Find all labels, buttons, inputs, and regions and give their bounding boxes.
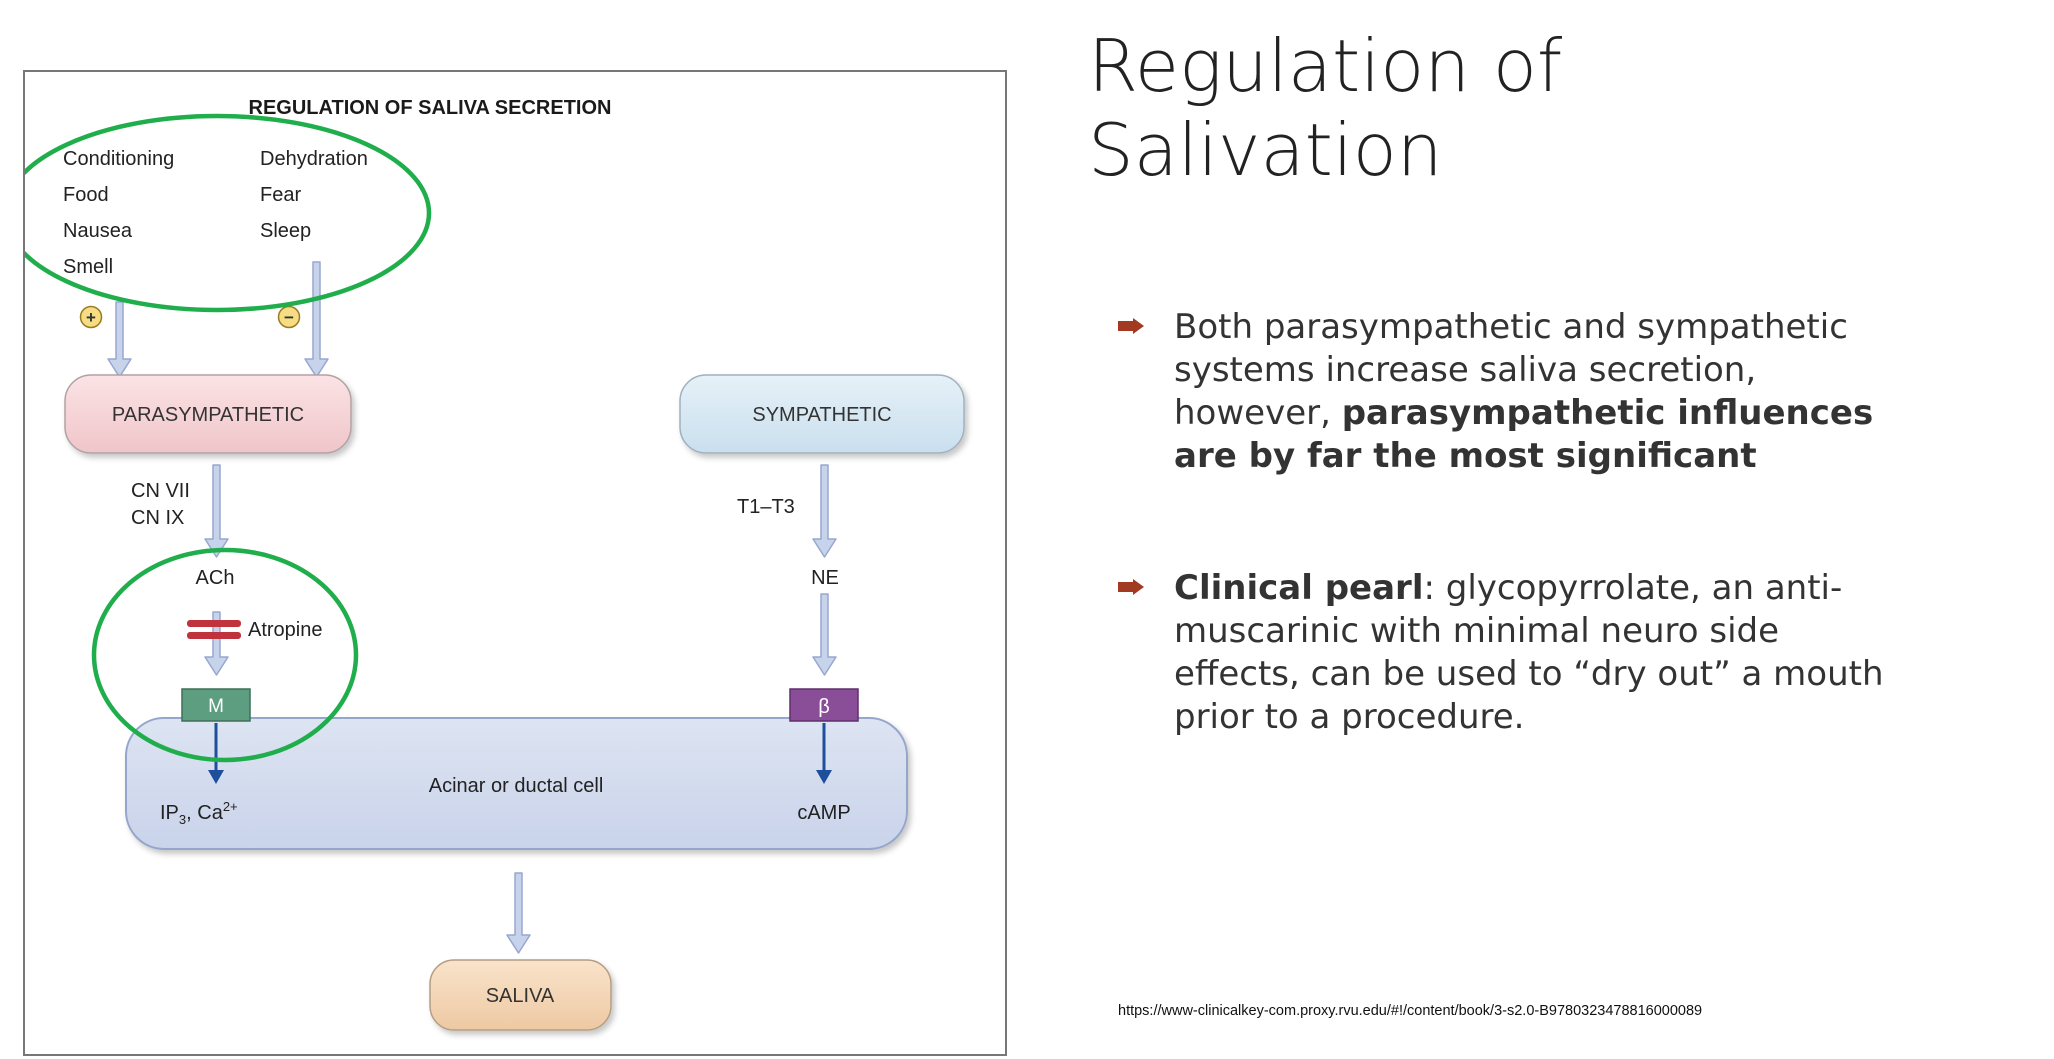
parasympathetic-box: PARASYMPATHETIC — [64, 374, 352, 454]
minus-sign-icon: − — [277, 305, 301, 329]
factor-dehydration: Dehydration — [260, 148, 368, 170]
svg-text:−: − — [284, 308, 294, 327]
cranial-nerve-arrow — [204, 464, 229, 558]
cn-vii-label: CN VII — [131, 480, 190, 502]
bullet-list: Both parasympathetic and sympathetic sys… — [1118, 306, 1908, 828]
diagram-title: REGULATION OF SALIVA SECRETION — [249, 97, 612, 119]
bullet-text: : glycopyrrolate, an anti-muscarinic wit… — [1174, 568, 1884, 737]
source-url: https://www-clinicalkey-com.proxy.rvu.ed… — [1118, 1003, 1703, 1019]
camp-label: cAMP — [797, 802, 850, 824]
ne-label: NE — [811, 567, 839, 589]
plus-sign-icon: + — [79, 305, 103, 329]
flow-arrows — [107, 261, 837, 954]
bullet-text: Both parasympathetic and sympathetic sys… — [1174, 307, 1848, 433]
parasympathetic-label: PARASYMPATHETIC — [112, 404, 304, 426]
slide-title-line-1: Regulation of — [1088, 24, 1563, 108]
factor-conditioning: Conditioning — [63, 148, 174, 170]
ne-arrow — [812, 593, 837, 676]
factor-fear: Fear — [260, 184, 301, 206]
slide-title-line-2: Salivation — [1088, 108, 1443, 192]
bullet-bold-text: Clinical pearl — [1174, 568, 1424, 608]
inhibition-arrow — [304, 261, 329, 378]
stimulus-arrow — [107, 301, 132, 378]
factor-sleep: Sleep — [260, 220, 311, 242]
stimulatory-factors: Conditioning Food Nausea Smell — [63, 148, 174, 278]
svg-text:M: M — [208, 696, 224, 717]
sympathetic-label: SYMPATHETIC — [752, 404, 891, 426]
ach-arrow — [204, 611, 229, 676]
t1-t3-label: T1–T3 — [737, 496, 795, 518]
atropine-label: Atropine — [248, 619, 323, 641]
stimuli-highlight-circle — [2, 113, 432, 313]
cn-ix-label: CN IX — [131, 507, 184, 529]
atropine-block-icon — [187, 620, 241, 639]
svg-text:+: + — [86, 308, 96, 327]
svg-text:β: β — [818, 696, 830, 718]
factor-smell: Smell — [63, 256, 113, 278]
acinar-ductal-cell: Acinar or ductal cell — [125, 717, 908, 850]
saliva-output-arrow — [506, 872, 531, 954]
bullet-arrow-icon — [1118, 318, 1146, 334]
muscarinic-highlight-circle — [91, 547, 359, 763]
beta-receptor: β — [789, 688, 859, 722]
sympathetic-box: SYMPATHETIC — [679, 374, 965, 454]
ip3-ca-label: IP3, Ca2+ — [160, 799, 238, 827]
thoracic-nerve-arrow — [812, 464, 837, 558]
inhibitory-factors: Dehydration Fear Sleep — [260, 148, 368, 242]
cell-label: Acinar or ductal cell — [429, 775, 604, 797]
bullet-arrow-icon — [1118, 579, 1146, 595]
bullet-item: Both parasympathetic and sympathetic sys… — [1118, 306, 1908, 478]
muscarinic-receptor: M — [181, 688, 251, 722]
saliva-regulation-diagram: REGULATION OF SALIVA SECRETION Condition… — [2, 70, 1007, 1056]
ip3-signal-arrow — [208, 723, 224, 784]
ach-label: ACh — [196, 567, 235, 589]
saliva-label: SALIVA — [486, 985, 555, 1007]
saliva-box: SALIVA — [429, 959, 612, 1031]
signal-arrows — [208, 723, 832, 784]
factor-food: Food — [63, 184, 109, 206]
slide-title: Regulation of Salivation — [1088, 24, 1988, 192]
factor-nausea: Nausea — [63, 220, 133, 242]
bullet-bold-text: parasympathetic influences are by far th… — [1174, 393, 1874, 476]
bullet-item: Clinical pearl: glycopyrrolate, an anti-… — [1118, 567, 1908, 739]
camp-signal-arrow — [816, 723, 832, 784]
